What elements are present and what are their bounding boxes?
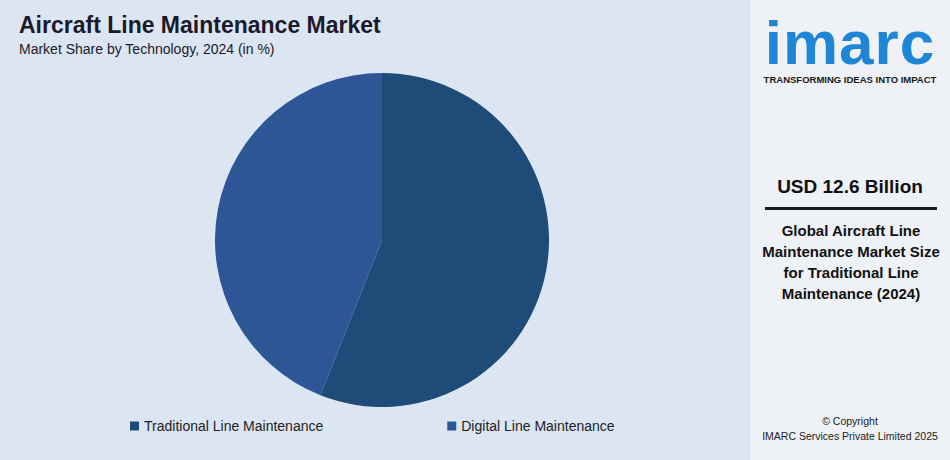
html-text:USD 12.6 Billion: USD 12.6 Billion <box>777 176 923 197</box>
svg-text:Traditional Line Maintenance: Traditional Line Maintenance <box>144 418 323 434</box>
html-text:IMARC Services Private Limited: IMARC Services Private Limited 2025 <box>762 430 938 442</box>
html-text:© Copyright: © Copyright <box>822 415 878 427</box>
svg-text:Aircraft Line Maintenance Mark: Aircraft Line Maintenance Market <box>19 12 381 38</box>
svg-text:Digital Line Maintenance: Digital Line Maintenance <box>461 418 615 434</box>
html-text:Global Aircraft Line Maintenan: Global Aircraft Line Maintenance Market … <box>762 222 940 302</box>
svg-text:Market Share by Technology, 20: Market Share by Technology, 2024 (in %) <box>19 41 275 57</box>
html-text:TRANSFORMING IDEAS INTO IMPACT: TRANSFORMING IDEAS INTO IMPACT <box>763 74 937 85</box>
html-text:imarc: imarc <box>764 8 936 77</box>
